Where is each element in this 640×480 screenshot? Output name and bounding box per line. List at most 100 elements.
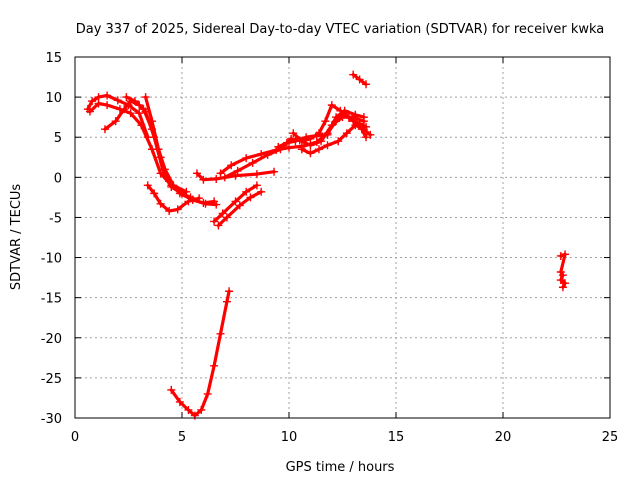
series-trace <box>144 95 188 194</box>
data-point <box>359 113 368 122</box>
data-point <box>282 138 291 147</box>
data-point <box>137 121 146 130</box>
data-point <box>103 101 112 110</box>
data-point <box>297 145 306 154</box>
data-point <box>126 109 135 118</box>
data-point <box>135 109 144 118</box>
x-tick-label: 5 <box>178 430 186 445</box>
data-point <box>173 205 182 214</box>
data-point <box>88 97 97 106</box>
data-point <box>336 106 345 115</box>
data-point <box>332 113 341 122</box>
data-point <box>212 200 221 209</box>
data-point <box>556 276 565 285</box>
series-trace <box>218 111 368 175</box>
y-axis-ticks: -30 -25 -20 -15 -10 -5 0 5 10 15 <box>41 51 610 427</box>
data-point <box>306 149 315 158</box>
data-point <box>167 385 176 394</box>
data-point <box>355 75 364 84</box>
data-series <box>349 70 371 89</box>
data-series <box>556 250 570 292</box>
y-tick-label: 0 <box>54 171 62 186</box>
data-point <box>242 187 251 196</box>
data-series <box>289 101 371 146</box>
series-trace <box>276 109 366 149</box>
data-point <box>210 361 219 370</box>
y-tick-label: -5 <box>49 211 62 226</box>
data-point <box>218 209 227 218</box>
data-point <box>289 129 298 138</box>
data-point <box>150 189 159 198</box>
data-point <box>175 397 184 406</box>
data-point <box>558 283 567 292</box>
data-series <box>210 181 261 226</box>
data-point <box>216 329 225 338</box>
data-point <box>252 181 261 190</box>
data-point <box>143 181 152 190</box>
data-point <box>184 197 193 206</box>
data-point <box>334 137 343 146</box>
data-point <box>199 175 208 184</box>
data-point <box>160 165 169 174</box>
data-point <box>182 187 191 196</box>
data-point <box>201 199 210 208</box>
data-point <box>359 125 368 134</box>
chart-title: Day 337 of 2025, Sidereal Day-to-day VTE… <box>76 22 605 37</box>
data-point <box>113 96 122 105</box>
data-point <box>558 271 567 280</box>
x-tick-label: 15 <box>388 430 405 445</box>
plot-frame <box>74 56 611 419</box>
x-tick-label: 25 <box>602 430 619 445</box>
data-point <box>233 166 242 175</box>
data-point <box>210 217 219 226</box>
data-point <box>203 389 212 398</box>
data-point <box>342 129 351 138</box>
data-series <box>167 287 234 420</box>
data-point <box>100 125 109 134</box>
data-point <box>246 193 255 202</box>
data-point <box>323 141 332 150</box>
x-tick-label: 20 <box>495 430 512 445</box>
data-point <box>297 137 306 146</box>
data-point <box>306 134 315 143</box>
data-point <box>344 113 353 122</box>
y-tick-label: -10 <box>41 252 62 267</box>
data-point <box>314 129 323 138</box>
data-point <box>94 99 103 108</box>
data-point <box>156 199 165 208</box>
data-series <box>214 187 266 230</box>
data-series <box>216 109 371 178</box>
data-point <box>212 174 221 183</box>
y-tick-label: 5 <box>54 131 62 146</box>
data-point <box>561 279 570 288</box>
data-point <box>314 145 323 154</box>
data-point <box>323 130 332 139</box>
data-point <box>165 207 174 216</box>
data-point <box>349 70 358 79</box>
data-point <box>195 194 204 203</box>
y-tick-label: -30 <box>41 412 62 427</box>
data-point <box>120 105 129 114</box>
x-tick-label: 10 <box>281 430 298 445</box>
data-point <box>285 143 293 152</box>
y-tick-label: -25 <box>41 372 62 387</box>
x-tick-label: 0 <box>71 430 79 445</box>
data-point <box>141 93 150 102</box>
data-point <box>225 287 234 296</box>
data-point <box>216 169 225 178</box>
data-series <box>192 167 279 184</box>
data-point <box>222 297 231 306</box>
data-point <box>321 117 330 126</box>
data-point <box>317 137 326 146</box>
y-tick-label: 15 <box>45 51 62 66</box>
data-point <box>351 121 360 130</box>
data-point <box>122 93 131 102</box>
data-point <box>556 251 565 260</box>
data-point <box>362 133 371 142</box>
data-point <box>139 105 148 114</box>
data-point <box>220 173 229 182</box>
x-axis-label: GPS time / hours <box>286 460 395 475</box>
data-point <box>362 80 371 89</box>
data-point <box>175 189 184 198</box>
data-point <box>111 117 120 126</box>
